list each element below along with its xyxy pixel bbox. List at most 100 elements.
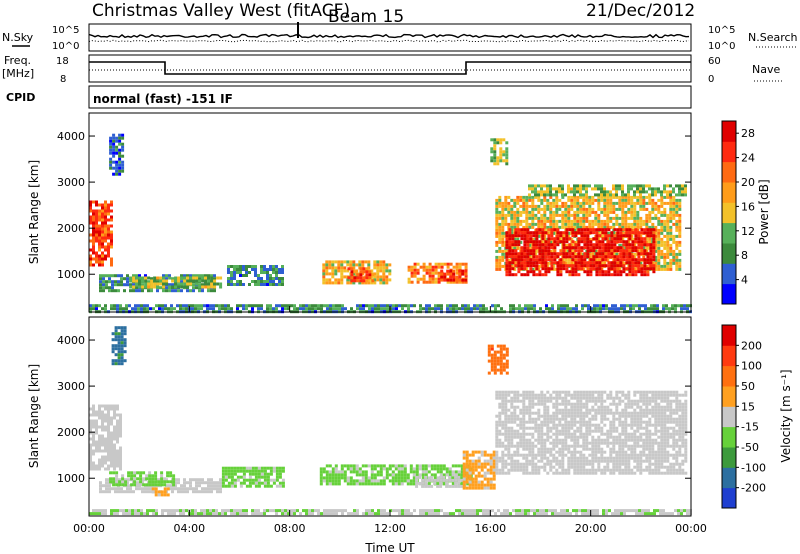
velocity-cell (210, 481, 213, 485)
power-cell (637, 267, 641, 271)
power-cell (526, 246, 530, 250)
power-cell (660, 193, 663, 197)
velocity-cell (248, 472, 252, 476)
power-cell (239, 280, 242, 283)
power-cell (118, 151, 122, 155)
velocity-cell (394, 479, 398, 483)
power-cell (567, 187, 570, 191)
power-cell (99, 274, 102, 278)
power-cell (666, 249, 670, 253)
power-cell (210, 274, 213, 278)
power-cell (495, 261, 499, 265)
power-cell (643, 252, 647, 256)
velocity-cell (275, 472, 279, 476)
power-cell (562, 261, 566, 265)
power-cell (534, 207, 538, 211)
power-cell (156, 289, 159, 293)
power-cell (328, 272, 332, 276)
power-cell (642, 207, 646, 211)
velocity-cell (564, 444, 568, 448)
power-cell (600, 190, 603, 194)
power-cell (582, 225, 586, 229)
power-cell (180, 282, 184, 286)
power-heatmap-cells (89, 133, 692, 314)
power-cell (654, 243, 658, 247)
power-cell (498, 237, 502, 241)
velocity-cell (391, 482, 395, 486)
power-cell (236, 304, 239, 308)
power-cell (564, 210, 568, 214)
power-cell (407, 304, 410, 308)
power-cell (105, 283, 108, 287)
power-cell (654, 234, 658, 238)
power-cell (509, 307, 512, 311)
power-cell (502, 138, 506, 142)
velocity-cell (495, 420, 499, 424)
power-cell (627, 201, 631, 205)
velocity-cell (98, 458, 101, 462)
power-cell (407, 265, 411, 269)
power-cell (586, 267, 590, 271)
power-cell (583, 261, 587, 265)
velocity-cell (486, 477, 490, 481)
power-cell (558, 184, 561, 188)
velocity-cell (349, 464, 353, 468)
power-cell (571, 231, 575, 235)
power-cell (177, 289, 180, 293)
power-cell (600, 261, 604, 265)
power-cell (646, 234, 650, 238)
power-cell (637, 264, 641, 268)
velocity-cell (251, 472, 255, 476)
velocity-cell (525, 405, 529, 409)
power-cell (642, 190, 645, 194)
power-cell (322, 269, 326, 273)
power-cell (129, 285, 133, 289)
power-cell (385, 263, 389, 267)
velocity-cell (534, 402, 538, 406)
velocity-cell (543, 420, 547, 424)
power-cell (110, 200, 113, 204)
power-cell (666, 190, 669, 194)
velocity-cell (471, 477, 475, 481)
velocity-cell (116, 431, 119, 435)
velocity-cell (379, 482, 383, 486)
velocity-cell (498, 423, 502, 427)
power-cell (559, 261, 563, 265)
power-cell (195, 276, 199, 280)
power-cell (571, 255, 575, 259)
velocity-cell (119, 413, 122, 417)
power-cell (523, 267, 527, 271)
velocity-cell (281, 481, 285, 485)
power-cell (146, 307, 149, 311)
power-cell (556, 267, 560, 271)
velocity-cell (230, 478, 234, 482)
velocity-cell (127, 474, 131, 478)
power-cell (443, 262, 447, 266)
velocity-cell (116, 428, 119, 432)
power-cell (618, 187, 621, 191)
power-cell (654, 207, 658, 211)
power-cell (498, 210, 502, 214)
power-cell (574, 231, 578, 235)
power-cell (628, 246, 632, 250)
velocity-cell (168, 484, 171, 488)
power-cell (549, 210, 553, 214)
velocity-cell (195, 484, 198, 488)
velocity-cell (525, 438, 529, 442)
power-cell (579, 187, 582, 191)
power-cell (648, 225, 652, 229)
velocity-cell (513, 435, 517, 439)
velocity-cell (531, 459, 535, 463)
power-cell (523, 273, 527, 277)
power-cell (598, 246, 602, 250)
power-cell (534, 222, 538, 226)
power-cell (588, 225, 592, 229)
power-cell (482, 307, 485, 311)
power-cell (603, 198, 607, 202)
power-cell (610, 252, 614, 256)
power-cell (583, 243, 587, 247)
power-cell (550, 237, 554, 241)
velocity-cell (160, 480, 164, 484)
power-cell (110, 242, 113, 246)
power-cell (138, 279, 142, 283)
